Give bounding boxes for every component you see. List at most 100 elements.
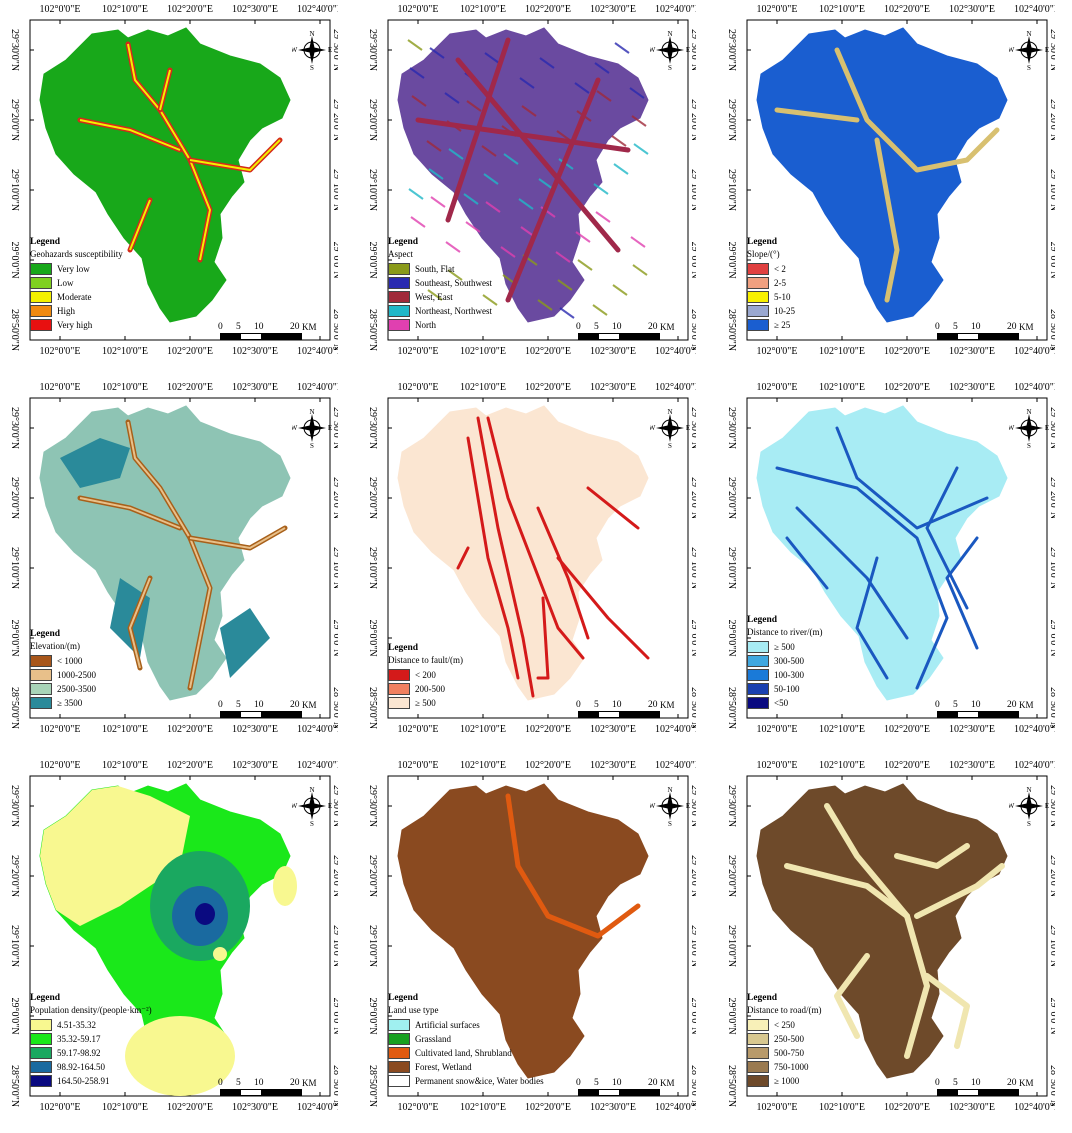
- lon-label-top: 102°0'0"E: [757, 760, 798, 771]
- compass-s: S: [310, 64, 314, 70]
- scale-label: 20: [290, 1078, 300, 1088]
- legend-label: Forest, Wetland: [415, 1062, 472, 1072]
- lon-label-top: 102°40'0"E: [297, 382, 338, 393]
- compass-n: N: [667, 408, 672, 416]
- lat-label-left: 29°10'0"N: [726, 169, 737, 211]
- susceptibility-feature-core: [159, 69, 171, 111]
- lon-label-bottom: 102°30'0"E: [232, 724, 278, 735]
- legend-row: 200-500: [388, 682, 463, 696]
- legend-swatch: [388, 697, 410, 709]
- lat-label-left: 29°30'0"N: [9, 407, 20, 449]
- lat-label-left: 29°10'0"N: [367, 169, 378, 211]
- legend-subtitle: Distance to river/(m): [747, 627, 823, 637]
- elevation-zone-high: [60, 438, 270, 678]
- legend-title: Legend: [388, 993, 419, 1003]
- lat-label-left: 29°10'0"N: [726, 925, 737, 967]
- elevation-feature-core: [128, 577, 151, 669]
- lat-label-right: 29°30'0"N: [689, 407, 696, 449]
- map-svg-aspect: 102°0'0"E 102°0'0"E 102°10'0"E 102°10'0"E 10…: [367, 4, 696, 357]
- lat-label-right: 29°20'0"N: [689, 477, 696, 519]
- lon-label-bottom: 102°0'0"E: [40, 346, 81, 357]
- lon-label-top: 102°20'0"E: [525, 760, 571, 771]
- lat-label-left: 29°0'0"N: [726, 997, 737, 1034]
- north-arrow-icon: N S E W: [1009, 30, 1049, 70]
- map-panel-slope: 102°0'0"E 102°0'0"E 102°10'0"E 102°10'0"E 10…: [717, 0, 1055, 358]
- lon-label-bottom: 102°30'0"E: [949, 1102, 995, 1113]
- lat-label-right: 29°20'0"N: [1048, 855, 1055, 897]
- legend-row: West, East: [388, 290, 492, 304]
- compass-w: W: [650, 46, 656, 54]
- legend-label: Permanent snow&ice, Water bodies: [415, 1076, 544, 1086]
- lat-label-right: 29°10'0"N: [689, 547, 696, 589]
- lon-label-bottom: 102°0'0"E: [757, 724, 798, 735]
- legend-label: ≥ 500: [415, 698, 436, 708]
- map-frame: [746, 397, 1048, 719]
- legend-title: Legend: [747, 237, 778, 247]
- lon-label-bottom: 102°10'0"E: [819, 1102, 865, 1113]
- lon-label-top: 102°30'0"E: [949, 4, 995, 15]
- legend-swatch: [388, 305, 410, 317]
- legend-row: Moderate: [30, 290, 123, 304]
- scale-label: 5: [953, 700, 958, 710]
- fault-feature-line: [486, 416, 585, 660]
- legend-swatch: [747, 1061, 769, 1073]
- lon-label-top: 102°10'0"E: [102, 4, 148, 15]
- aspect-texture: [592, 304, 608, 316]
- lat-label-right: 29°0'0"N: [1048, 997, 1055, 1034]
- map-frame: [387, 775, 689, 1097]
- lon-label-top: 102°20'0"E: [884, 382, 930, 393]
- lon-label-top: 102°20'0"E: [167, 382, 213, 393]
- compass-e: E: [686, 802, 690, 810]
- compass-s: S: [1027, 442, 1031, 448]
- legend-row: < 200: [388, 668, 463, 682]
- compass-e: E: [328, 802, 332, 810]
- lon-label-bottom: 102°20'0"E: [525, 346, 571, 357]
- lat-label-left: 28°50'0"N: [9, 1065, 20, 1107]
- aspect-texture: [483, 173, 499, 185]
- lat-label-right: 29°20'0"N: [331, 99, 338, 141]
- lon-label-bottom: 102°10'0"E: [819, 346, 865, 357]
- aspect-texture: [593, 183, 609, 195]
- lon-label-bottom: 102°20'0"E: [525, 724, 571, 735]
- lat-label-right: 29°0'0"N: [689, 619, 696, 656]
- scale-label: 10: [254, 1078, 264, 1088]
- scale-label: 0: [218, 700, 223, 710]
- legend-title: Legend: [747, 615, 778, 625]
- aspect-texture: [482, 294, 498, 306]
- scale-bar: 0 5 10 20 KM: [576, 1078, 675, 1096]
- legend-label: ≥ 25: [774, 320, 791, 330]
- lon-label-bottom: 102°10'0"E: [460, 724, 506, 735]
- legend-title: Legend: [30, 629, 61, 639]
- lon-label-top: 102°10'0"E: [819, 760, 865, 771]
- lon-label-bottom: 102°40'0"E: [1014, 346, 1055, 357]
- lat-label-right: 28°50'0"N: [689, 687, 696, 729]
- legend-row: 98.92-164.50: [30, 1060, 152, 1074]
- aspect-texture: [485, 201, 501, 213]
- lon-label-bottom: 102°30'0"E: [590, 724, 636, 735]
- legend-subtitle: Elevation/(m): [30, 641, 80, 651]
- legend-label: Very low: [57, 264, 90, 274]
- lon-label-bottom: 102°40'0"E: [1014, 1102, 1055, 1113]
- aspect-texture: [612, 284, 628, 296]
- scale-bar: 0 5 10 20 KM: [935, 1078, 1034, 1096]
- lon-label-bottom: 102°0'0"E: [757, 346, 798, 357]
- scale-unit: KM: [1019, 322, 1034, 332]
- aspect-texture: [408, 188, 424, 200]
- lat-label-left: 29°30'0"N: [726, 785, 737, 827]
- legend-row: ≥ 3500: [30, 696, 96, 710]
- north-arrow-icon: N S E W: [292, 786, 332, 826]
- legend-label: 200-500: [415, 684, 445, 694]
- lon-label-top: 102°30'0"E: [949, 382, 995, 393]
- scale-label: 0: [576, 700, 581, 710]
- lon-label-bottom: 102°20'0"E: [167, 346, 213, 357]
- legend-swatch: [388, 1033, 410, 1045]
- lat-label-right: 29°30'0"N: [1048, 29, 1055, 71]
- legend-label: < 1000: [57, 656, 83, 666]
- map-svg-road: 102°0'0"E 102°0'0"E 102°10'0"E 102°10'0"E 10…: [726, 760, 1055, 1113]
- lat-label-right: 29°30'0"N: [1048, 785, 1055, 827]
- lat-label-right: 29°10'0"N: [1048, 547, 1055, 589]
- scale-label: 10: [971, 700, 981, 710]
- lon-label-bottom: 102°30'0"E: [232, 346, 278, 357]
- aspect-feature-line: [505, 77, 601, 303]
- legend-subtitle: Slope/(°): [747, 249, 780, 259]
